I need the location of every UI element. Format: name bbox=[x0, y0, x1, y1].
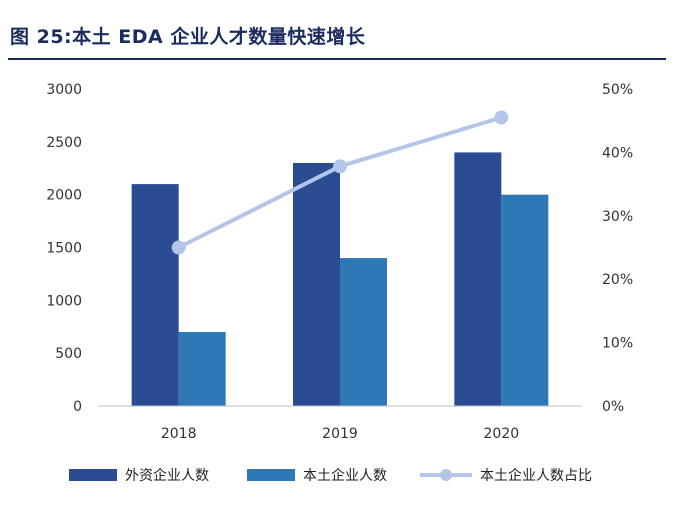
right-axis-ticks: 0% 10% 20% 30% 40% 50% bbox=[602, 82, 633, 415]
legend-foreign: 外资企业人数 bbox=[69, 467, 209, 484]
legend-local-label: 本土企业人数 bbox=[303, 467, 387, 484]
right-tick-label: 40% bbox=[602, 145, 633, 161]
x-axis-ticks: 2018 2019 2020 bbox=[161, 426, 519, 442]
legend-local-swatch bbox=[247, 469, 295, 481]
legend-foreign-label: 外资企业人数 bbox=[125, 467, 209, 484]
right-tick-label: 50% bbox=[602, 82, 633, 98]
ratio-line bbox=[171, 110, 509, 255]
bar-foreign-2018 bbox=[131, 184, 179, 406]
x-tick-label: 2019 bbox=[322, 426, 358, 442]
x-tick-label: 2018 bbox=[161, 426, 197, 442]
right-tick-label: 20% bbox=[602, 272, 633, 288]
legend-local: 本土企业人数 bbox=[247, 467, 387, 484]
legend-foreign-swatch bbox=[69, 469, 117, 481]
legend-ratio-label: 本土企业人数占比 bbox=[480, 467, 592, 484]
x-tick-label: 2020 bbox=[484, 426, 520, 442]
right-tick-label: 0% bbox=[602, 399, 624, 415]
bar-foreign-2019 bbox=[293, 162, 340, 406]
bar-local-2018 bbox=[178, 332, 226, 406]
bars bbox=[131, 152, 549, 406]
bar-foreign-2020 bbox=[454, 152, 502, 406]
legend-ratio: 本土企业人数占比 bbox=[420, 467, 592, 484]
left-tick-label: 2000 bbox=[46, 188, 82, 204]
legend: 外资企业人数 本土企业人数 本土企业人数占比 bbox=[69, 467, 592, 484]
left-tick-label: 1500 bbox=[46, 241, 82, 257]
left-tick-label: 2500 bbox=[46, 135, 82, 151]
figure-title: 图 25:本土 EDA 企业人才数量快速增长 bbox=[10, 26, 366, 48]
legend-ratio-swatch-marker bbox=[440, 469, 452, 481]
left-tick-label: 3000 bbox=[46, 82, 82, 98]
left-tick-label: 500 bbox=[55, 346, 82, 362]
right-tick-label: 30% bbox=[602, 209, 633, 225]
bar-local-2019 bbox=[340, 258, 387, 406]
ratio-point-2019 bbox=[333, 159, 347, 174]
left-tick-label: 0 bbox=[73, 399, 82, 415]
left-tick-label: 1000 bbox=[46, 293, 82, 309]
bar-local-2020 bbox=[501, 194, 549, 406]
left-axis-ticks: 0 500 1000 1500 2000 2500 3000 bbox=[46, 82, 82, 415]
right-tick-label: 10% bbox=[602, 336, 633, 352]
ratio-point-2020 bbox=[494, 110, 509, 125]
ratio-point-2018 bbox=[171, 240, 186, 255]
title-underline bbox=[8, 58, 666, 60]
